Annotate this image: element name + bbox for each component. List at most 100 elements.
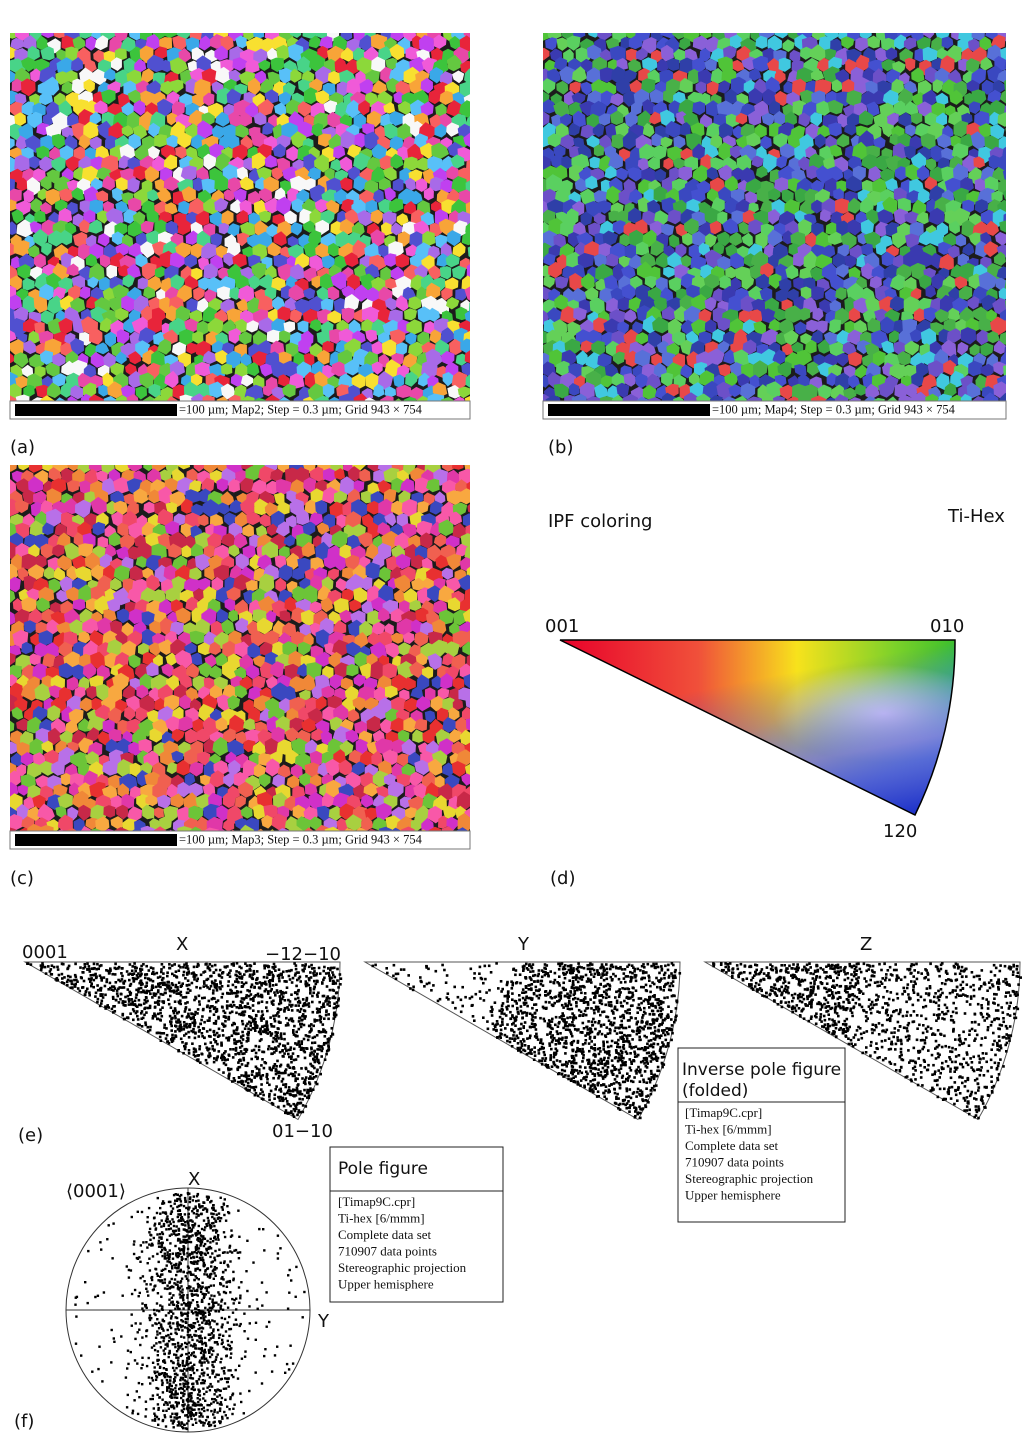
ipf-point [177, 964, 181, 968]
grain [273, 231, 287, 246]
ipf-point [208, 968, 212, 972]
ipf-point [306, 1038, 310, 1042]
grain [85, 253, 98, 267]
ipf-point [278, 1099, 282, 1102]
grain [472, 319, 485, 334]
grain [90, 306, 108, 324]
grain [175, 305, 191, 322]
ipf-point [241, 1022, 245, 1026]
grain [73, 146, 87, 161]
grain [83, 209, 96, 224]
grain [273, 254, 288, 268]
grain [248, 275, 261, 290]
grain [172, 35, 189, 51]
ipf-point [271, 1040, 275, 1044]
grain [1018, 124, 1023, 142]
ipf-point [336, 979, 339, 982]
grain [235, 124, 249, 138]
grain [258, 210, 272, 223]
grain [147, 189, 160, 202]
grain [163, 154, 178, 170]
panel-label: (d) [550, 868, 575, 889]
grain [193, 78, 211, 98]
ipf-point [292, 1058, 296, 1062]
ipf-point [259, 1092, 262, 1095]
ipf-point [277, 1105, 280, 1109]
ipf-point [252, 1048, 256, 1052]
grain [278, 68, 295, 84]
grain [17, 264, 32, 279]
ipf-point [91, 973, 95, 977]
grain [121, 295, 137, 312]
grain [236, 210, 249, 224]
ipf-point [92, 962, 96, 966]
grain [177, 131, 192, 149]
grain [184, 275, 199, 290]
ipf-point [285, 1016, 288, 1020]
grain [1017, 359, 1023, 378]
ipf-point [154, 985, 158, 989]
grain [316, 286, 330, 302]
grain [271, 277, 286, 291]
grain [395, 342, 408, 357]
ipf-point [159, 1011, 162, 1015]
grain [1012, 332, 1023, 346]
ipf-point [319, 1020, 323, 1024]
grain [1012, 137, 1023, 150]
grain [230, 199, 244, 214]
grain [39, 283, 55, 301]
ipf-point [284, 1083, 288, 1086]
grain [170, 79, 184, 94]
grain [196, 297, 210, 313]
grain [236, 232, 250, 247]
grain [433, 34, 447, 49]
grain [190, 243, 205, 259]
grain [405, 244, 419, 257]
grain [446, 100, 462, 118]
ipf-point [307, 1002, 311, 1005]
grain [21, 57, 36, 72]
grain [226, 88, 242, 106]
ipf-point [237, 1006, 241, 1010]
ipf-point [260, 1064, 263, 1067]
ipf-point [136, 1014, 139, 1018]
ipf-point [265, 976, 269, 979]
ipf-point [327, 971, 330, 975]
grain [245, 58, 260, 74]
grain [289, 309, 302, 323]
grain [467, 246, 470, 258]
ipf-point [234, 1049, 238, 1052]
grain [228, 69, 241, 82]
grain [354, 284, 370, 302]
ipf-point [254, 1044, 258, 1048]
grain [446, 122, 459, 137]
grain [392, 178, 404, 192]
grain [323, 100, 339, 114]
grain [77, 243, 92, 261]
grain [296, 56, 312, 74]
grain [390, 33, 405, 42]
ipf-point [232, 1077, 236, 1080]
ipf-point [335, 1001, 339, 1004]
grain [391, 222, 403, 236]
grain [10, 138, 15, 149]
grain [215, 111, 230, 127]
grain [66, 70, 78, 83]
grain [55, 71, 70, 85]
grain [184, 318, 199, 334]
grain [441, 350, 455, 365]
phase-name: Ti-Hex [947, 506, 1005, 527]
ipf-point [218, 1034, 221, 1037]
grain [469, 709, 470, 711]
grain [61, 81, 74, 94]
grain [1009, 242, 1023, 257]
grain [473, 210, 488, 226]
grain [221, 210, 234, 227]
ipf-point [127, 997, 130, 1001]
grain [472, 146, 487, 161]
grain [272, 143, 286, 158]
ipf-point [167, 1002, 171, 1006]
ipf-point [94, 995, 97, 998]
ipf-point [186, 979, 190, 982]
grain [309, 255, 324, 272]
